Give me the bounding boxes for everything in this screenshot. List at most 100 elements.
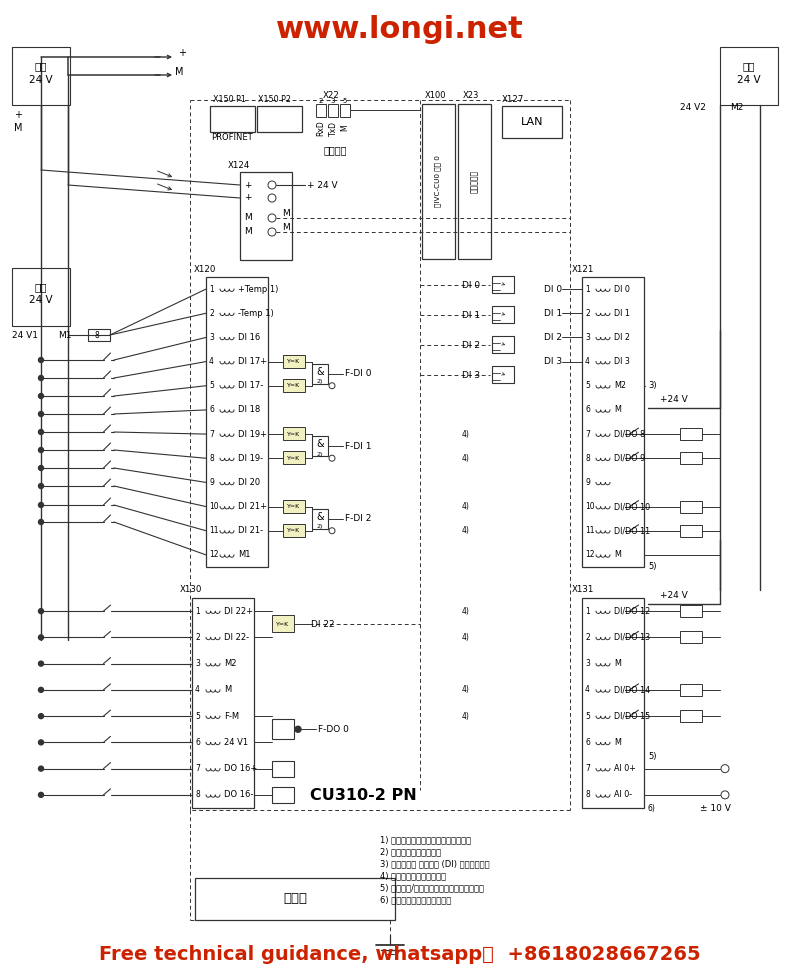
Text: 2): 2) bbox=[317, 524, 323, 529]
Text: CU310-2 PN: CU310-2 PN bbox=[310, 787, 417, 802]
Bar bbox=[312, 436, 328, 456]
Text: 3: 3 bbox=[209, 333, 214, 342]
Bar bbox=[192, 598, 254, 808]
Bar bbox=[12, 268, 70, 326]
Text: 24 V1: 24 V1 bbox=[224, 738, 248, 747]
Text: DI 22: DI 22 bbox=[311, 619, 334, 629]
Text: DI 16: DI 16 bbox=[238, 333, 260, 342]
Bar bbox=[720, 47, 778, 105]
Text: DO 16-: DO 16- bbox=[224, 790, 254, 799]
Text: 12: 12 bbox=[585, 551, 594, 559]
Text: X121: X121 bbox=[572, 265, 594, 275]
Text: 外部: 外部 bbox=[34, 282, 47, 292]
Text: 4): 4) bbox=[462, 502, 470, 511]
Text: M: M bbox=[14, 123, 22, 133]
Text: M: M bbox=[614, 406, 621, 415]
Text: +24 V: +24 V bbox=[660, 395, 688, 405]
Bar bbox=[195, 878, 395, 920]
Text: 6) 导出已屏蔽的模拟量输入。: 6) 导出已屏蔽的模拟量输入。 bbox=[380, 895, 451, 905]
Text: +: + bbox=[178, 48, 186, 58]
Text: TxD: TxD bbox=[329, 120, 338, 136]
Text: PROFINET: PROFINET bbox=[211, 133, 253, 143]
Text: F-M: F-M bbox=[224, 712, 239, 720]
Bar bbox=[502, 106, 562, 138]
Circle shape bbox=[38, 661, 43, 666]
Text: +: + bbox=[244, 181, 251, 189]
Text: 24 V: 24 V bbox=[737, 75, 761, 85]
Text: DI 19+: DI 19+ bbox=[238, 429, 267, 439]
Circle shape bbox=[38, 792, 43, 797]
Circle shape bbox=[721, 764, 729, 773]
Text: 4): 4) bbox=[462, 429, 470, 439]
Text: M: M bbox=[282, 223, 290, 232]
Circle shape bbox=[38, 484, 43, 488]
Bar bbox=[88, 329, 110, 341]
Text: Y=K: Y=K bbox=[287, 384, 301, 388]
Text: DI/DO 13: DI/DO 13 bbox=[614, 633, 650, 642]
Text: M: M bbox=[614, 738, 621, 747]
Text: 11: 11 bbox=[585, 526, 594, 535]
Bar bbox=[283, 500, 305, 513]
Text: 3: 3 bbox=[195, 659, 200, 668]
Circle shape bbox=[268, 214, 276, 222]
Text: 12: 12 bbox=[209, 551, 218, 559]
Text: Y=K: Y=K bbox=[276, 621, 290, 626]
Text: M: M bbox=[282, 210, 290, 218]
Text: X127: X127 bbox=[502, 95, 524, 105]
Text: +24 V: +24 V bbox=[660, 590, 688, 599]
Text: X124: X124 bbox=[228, 161, 250, 171]
Bar bbox=[272, 787, 294, 803]
Text: 8: 8 bbox=[585, 453, 590, 463]
Text: 2: 2 bbox=[209, 309, 214, 318]
Text: 6: 6 bbox=[195, 738, 200, 747]
Text: 7: 7 bbox=[585, 764, 590, 773]
Text: RxD: RxD bbox=[317, 120, 326, 136]
Text: 4) 导出已屏蔽的快速输入。: 4) 导出已屏蔽的快速输入。 bbox=[380, 872, 446, 881]
Text: 3): 3) bbox=[648, 382, 657, 390]
Text: +: + bbox=[14, 110, 22, 120]
Text: 9: 9 bbox=[209, 478, 214, 486]
Bar bbox=[492, 276, 514, 293]
Text: 10: 10 bbox=[209, 502, 218, 511]
Circle shape bbox=[268, 228, 276, 236]
Circle shape bbox=[38, 357, 43, 362]
Text: 图IVC-CU0 端口 0: 图IVC-CU0 端口 0 bbox=[434, 155, 442, 207]
Text: 4): 4) bbox=[462, 712, 470, 720]
Bar bbox=[340, 104, 350, 117]
Text: M: M bbox=[175, 67, 183, 77]
Text: DI/DO 15: DI/DO 15 bbox=[614, 712, 650, 720]
Text: 5: 5 bbox=[585, 382, 590, 390]
Text: +: + bbox=[244, 193, 251, 203]
Text: Y=K: Y=K bbox=[287, 431, 301, 437]
Text: 24 V1: 24 V1 bbox=[12, 330, 38, 340]
Bar bbox=[240, 172, 292, 260]
Text: 2: 2 bbox=[585, 309, 590, 318]
Text: M: M bbox=[244, 214, 252, 222]
Text: 存储卡: 存储卡 bbox=[283, 892, 307, 906]
Bar bbox=[582, 598, 644, 808]
Text: DI 0: DI 0 bbox=[614, 285, 630, 293]
Text: DI 3: DI 3 bbox=[544, 357, 562, 366]
Text: M2: M2 bbox=[614, 382, 626, 390]
Text: AI 0+: AI 0+ bbox=[614, 764, 636, 773]
Text: www.longi.net: www.longi.net bbox=[276, 16, 524, 45]
Text: 3: 3 bbox=[330, 98, 335, 104]
Bar bbox=[328, 104, 338, 117]
Text: 5: 5 bbox=[195, 712, 200, 720]
Text: X100: X100 bbox=[425, 90, 446, 99]
Text: 9: 9 bbox=[585, 478, 590, 486]
Text: 6): 6) bbox=[648, 804, 656, 814]
Text: DI 22-: DI 22- bbox=[224, 633, 249, 642]
Text: 5): 5) bbox=[648, 562, 657, 571]
Text: DI/DO 9: DI/DO 9 bbox=[614, 453, 646, 463]
Text: M2: M2 bbox=[224, 659, 237, 668]
Text: 8: 8 bbox=[585, 790, 590, 799]
Bar bbox=[680, 452, 702, 464]
Text: &: & bbox=[316, 439, 324, 450]
Text: + 24 V: + 24 V bbox=[307, 181, 338, 189]
Text: -Temp 1): -Temp 1) bbox=[238, 309, 274, 318]
Text: DO 16+: DO 16+ bbox=[224, 764, 258, 773]
Text: 2) 取此可进行参数设置。: 2) 取此可进行参数设置。 bbox=[380, 848, 441, 856]
Circle shape bbox=[38, 448, 43, 452]
Text: DI/DO 10: DI/DO 10 bbox=[614, 502, 650, 511]
